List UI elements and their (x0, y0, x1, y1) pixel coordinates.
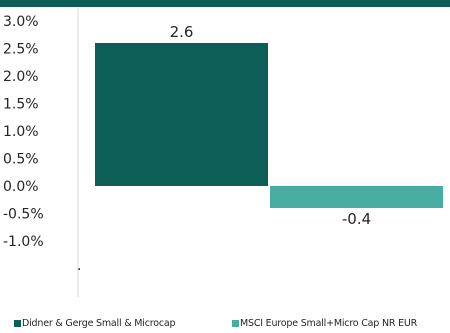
legend-item-index: MSCI Europe Small+Micro Cap NR EUR (232, 318, 417, 329)
legend-swatch-index (232, 320, 239, 327)
stray-mark: . (77, 258, 81, 274)
legend-label-index: MSCI Europe Small+Micro Cap NR EUR (240, 318, 418, 329)
y-tick-label: -0.5% (3, 207, 44, 223)
bar (270, 186, 443, 208)
y-tick-label: 1.0% (3, 124, 39, 140)
legend-swatch-fund (14, 320, 21, 327)
y-tick-label: 2.0% (3, 69, 39, 85)
bar-chart: 3.0% 2.5% 2.0% 1.5% 1.0% 0.5% 0.0% -0.5% -1.0% 2… (3, 8, 443, 297)
y-axis-tick-labels: 3.0% 2.5% 2.0% 1.5% 1.0% 0.5% 0.0% -0.5% -1.0% (3, 14, 44, 250)
y-tick-label: -1.0% (3, 234, 44, 250)
header-accent-bar (0, 0, 450, 7)
legend-item-fund: Didner & Gerge Small & Microcap (14, 318, 176, 329)
y-tick-label: 0.0% (3, 179, 39, 195)
y-tick-label: 3.0% (3, 14, 39, 30)
bar (95, 43, 268, 186)
y-tick-label: 1.5% (3, 97, 39, 113)
y-tick-label: 2.5% (3, 42, 39, 58)
data-labels: 2.6 -0.4 (170, 23, 372, 228)
data-label: 2.6 (170, 23, 194, 41)
legend-label-fund: Didner & Gerge Small & Microcap (22, 318, 176, 329)
bars (95, 43, 443, 208)
y-tick-label: 0.5% (3, 152, 39, 168)
data-label: -0.4 (342, 210, 371, 228)
